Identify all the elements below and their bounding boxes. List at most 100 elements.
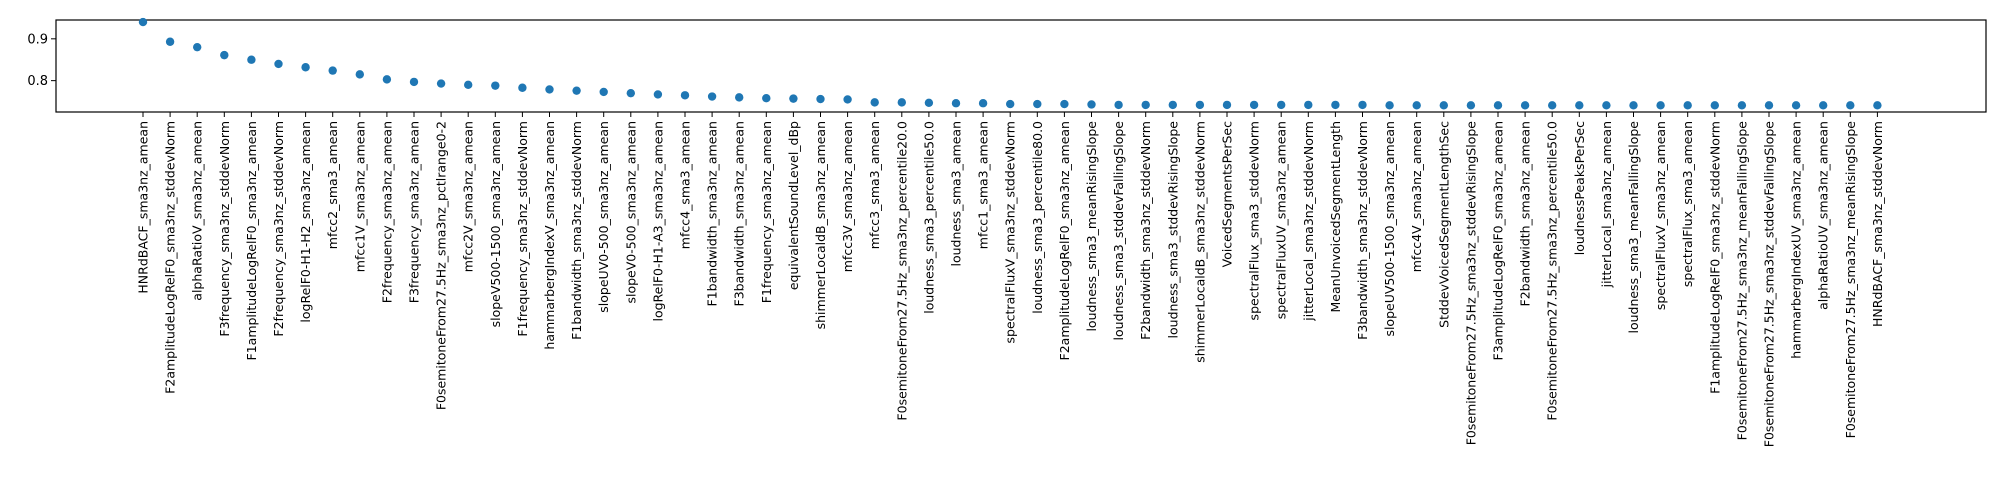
data-point	[735, 93, 744, 102]
x-tick-label: loudness_sma3_stddevFallingSlope	[1111, 121, 1126, 341]
x-tick-label: HNRdBACF_sma3nz_stddevNorm	[1870, 121, 1885, 327]
y-tick-label: 0.9	[27, 32, 48, 47]
data-point	[1656, 101, 1665, 110]
x-tick-label: mfcc3_sma3_amean	[867, 121, 882, 249]
data-point	[1195, 100, 1205, 110]
x-tick-label: mfcc4V_sma3nz_amean	[1409, 121, 1424, 272]
x-tick-label: F3bandwidth_sma3nz_stddevNorm	[1355, 121, 1370, 340]
data-point	[897, 98, 906, 107]
data-point	[843, 95, 852, 104]
data-point	[599, 87, 608, 97]
y-tick-label: 0.8	[27, 74, 48, 89]
x-tick-label: F0semitoneFrom27.5Hz_sma3nz_stddevFallin…	[1762, 121, 1777, 448]
data-point	[870, 98, 879, 107]
data-point	[1439, 101, 1449, 110]
x-tick-label: mfcc4_sma3_amean	[678, 121, 693, 249]
data-point	[464, 80, 473, 90]
x-tick-label: F1frequency_sma3nz_stddevNorm	[515, 121, 530, 337]
x-tick-label: F0semitoneFrom27.5Hz_sma3nz_percentile20…	[894, 121, 909, 421]
data-point	[1168, 100, 1178, 110]
data-point	[1683, 101, 1692, 110]
y-axis: 0.8 0.9	[27, 32, 56, 89]
x-tick-label: mfcc1V_sma3nz_amean	[352, 121, 367, 272]
data-point	[1087, 100, 1096, 109]
x-tick-label: F0semitoneFrom27.5Hz_sma3nz_stddevRising…	[1463, 121, 1478, 446]
x-tick-label: F2bandwidth_sma3nz_amean	[1518, 121, 1533, 306]
x-tick-label: spectralFlux_sma3_amean	[1680, 121, 1695, 287]
x-tick-label: StddevVoicedSegmentLengthSec	[1436, 121, 1451, 328]
x-tick-label: loudness_sma3_meanFallingSlope	[1626, 121, 1641, 334]
x-tick-label: F3bandwidth_sma3nz_amean	[732, 121, 747, 306]
x-tick-label: slopeUV500-1500_sma3nz_amean	[1382, 121, 1397, 337]
x-tick-label: loudness_sma3_amean	[949, 121, 964, 267]
data-point	[193, 42, 202, 52]
x-tick-label: F0semitoneFrom27.5Hz_sma3nz_meanFallingS…	[1734, 121, 1749, 441]
x-tick-label: F3frequency_sma3nz_stddevNorm	[217, 121, 232, 337]
data-point	[518, 83, 527, 92]
data-point	[653, 90, 663, 99]
data-points	[138, 17, 1882, 110]
x-tick-label: logRelF0-H1-H2_sma3nz_amean	[298, 121, 313, 323]
x-tick-label: F0semitoneFrom27.5Hz_sma3nz_pctlrange0-2	[434, 121, 449, 410]
data-point	[1331, 100, 1340, 110]
data-point	[762, 94, 771, 103]
x-tick-label: F1amplitudeLogRelF0_sma3nz_amean	[244, 121, 259, 360]
x-tick-label: F2frequency_sma3nz_amean	[379, 121, 394, 303]
x-tick-label: F0semitoneFrom27.5Hz_sma3nz_percentile50…	[1545, 121, 1560, 421]
data-point	[1358, 100, 1367, 110]
x-tick-label: shimmerLocaldB_sma3nz_amean	[813, 121, 828, 329]
data-point	[1412, 101, 1421, 110]
x-tick-label: slopeUV0-500_sma3nz_amean	[596, 121, 611, 313]
data-point	[951, 99, 961, 108]
x-tick-label: F2amplitudeLogRelF0_sma3nz_stddevNorm	[163, 121, 178, 394]
data-point	[1737, 101, 1747, 110]
x-tick-label: mfcc1_sma3_amean	[976, 121, 991, 249]
x-axis: HNRdBACF_sma3nz_amean F2amplitudeLogRelF0…	[136, 112, 1885, 447]
x-tick-label: F1bandwidth_sma3nz_stddevNorm	[569, 121, 584, 340]
data-point	[1277, 100, 1286, 110]
data-point	[220, 50, 229, 60]
data-point	[165, 37, 175, 46]
x-tick-label: slopeV500-1500_sma3nz_amean	[488, 121, 503, 327]
x-tick-label: slopeV0-500_sma3nz_amean	[623, 121, 638, 304]
data-point	[1629, 101, 1638, 110]
data-point	[1493, 101, 1503, 110]
x-tick-label: F0semitoneFrom27.5Hz_sma3nz_meanRisingSl…	[1843, 121, 1858, 439]
data-point	[1791, 101, 1801, 110]
x-tick-label: loudness_sma3_meanRisingSlope	[1084, 121, 1099, 332]
x-tick-label: alphaRatioUV_sma3nz_amean	[1816, 121, 1831, 310]
x-tick-label: F3frequency_sma3nz_amean	[407, 121, 422, 303]
x-tick-label: mfcc2_sma3_amean	[325, 121, 340, 249]
data-point	[978, 99, 988, 108]
x-tick-label: alphaRatioV_sma3nz_amean	[190, 121, 205, 301]
x-tick-label: F3amplitudeLogRelF0_sma3nz_amean	[1491, 121, 1506, 360]
data-point	[328, 66, 337, 75]
x-tick-label: loudnessPeaksPerSec	[1572, 121, 1587, 255]
data-point	[1602, 101, 1611, 110]
x-tick-label: shimmerLocaldB_sma3nz_stddevNorm	[1192, 121, 1207, 363]
data-point	[1385, 101, 1394, 110]
x-tick-label: F2bandwidth_sma3nz_stddevNorm	[1138, 121, 1153, 340]
x-tick-label: spectralFlux_sma3_stddevNorm	[1247, 121, 1262, 320]
data-point	[1548, 101, 1557, 110]
data-point	[1819, 101, 1828, 110]
data-point	[1222, 100, 1232, 110]
data-point	[1006, 99, 1015, 109]
x-tick-label: F2amplitudeLogRelF0_sma3nz_amean	[1057, 121, 1072, 360]
data-point	[274, 59, 283, 69]
x-tick-label: mfcc2V_sma3nz_amean	[461, 121, 476, 272]
data-point	[382, 75, 392, 84]
data-point	[247, 55, 256, 64]
data-point	[707, 92, 717, 101]
x-tick-label: F1bandwidth_sma3nz_amean	[705, 121, 720, 306]
x-tick-label: logRelF0-H1-A3_sma3nz_amean	[650, 121, 665, 321]
data-point	[545, 85, 554, 94]
data-point	[789, 94, 798, 103]
data-point	[1466, 101, 1476, 110]
data-point	[924, 98, 934, 108]
x-tick-label: hammarbergIndexV_sma3nz_amean	[542, 121, 557, 350]
x-tick-label: F1frequency_sma3nz_amean	[759, 121, 774, 303]
x-tick-label: F1amplitudeLogRelF0_sma3nz_stddevNorm	[1707, 121, 1722, 394]
